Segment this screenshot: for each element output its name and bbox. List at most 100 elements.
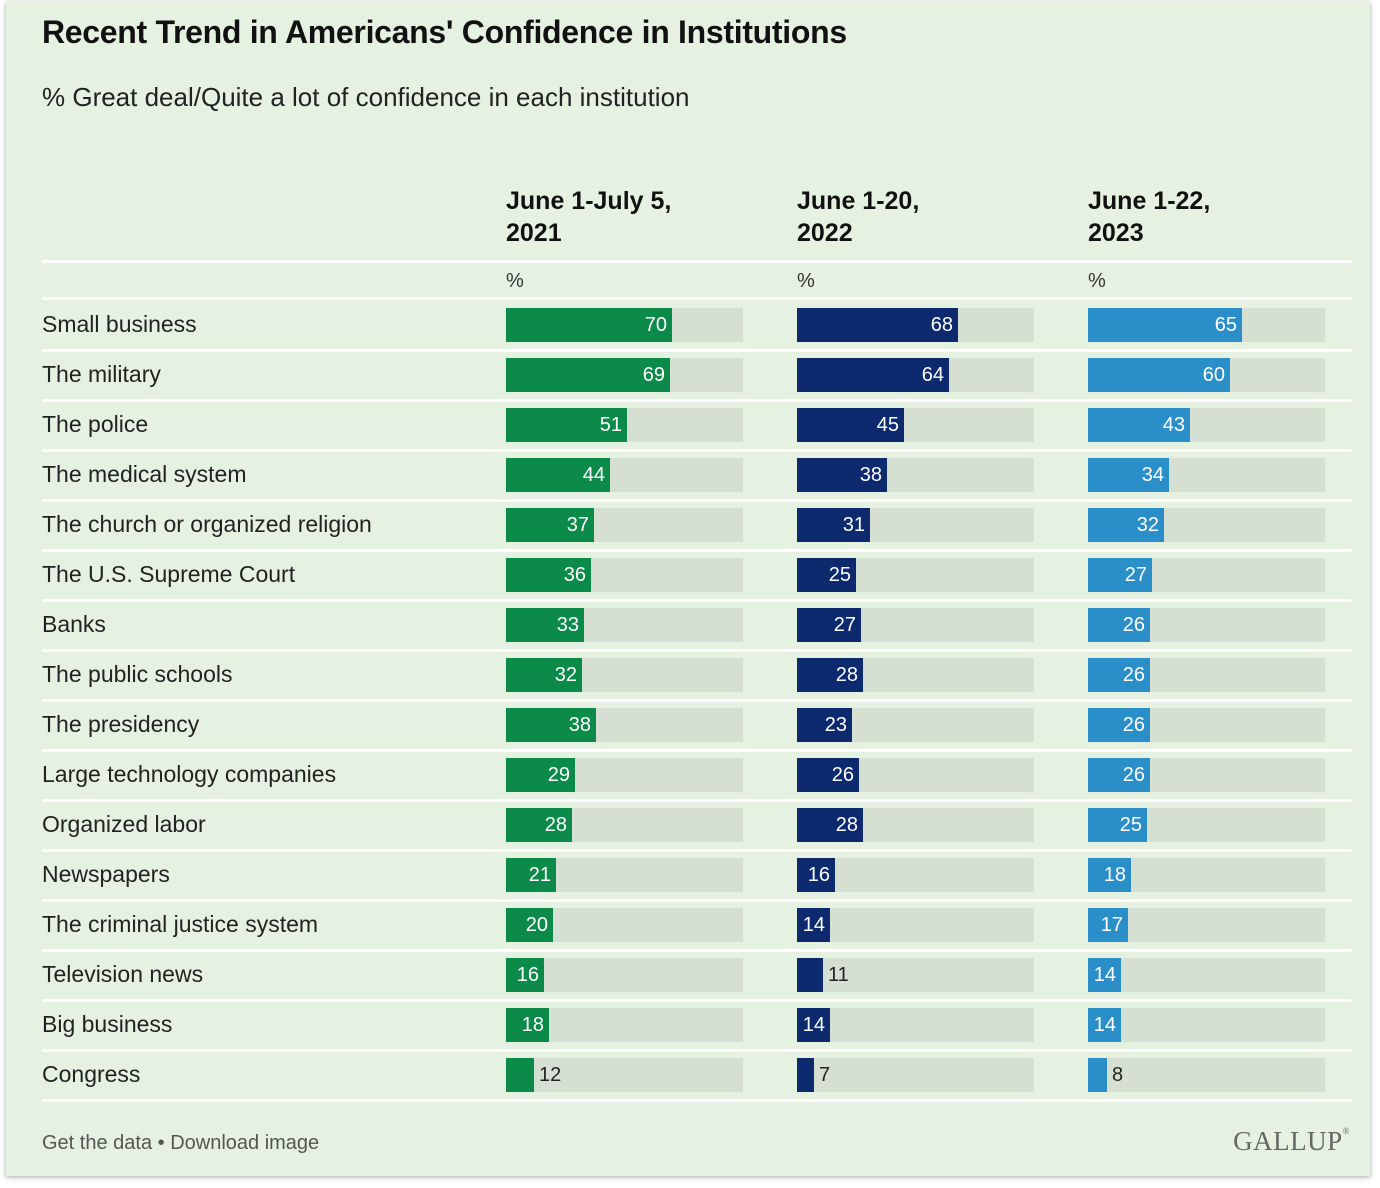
data-label-2022: 23 — [824, 714, 847, 736]
data-label-2021: 28 — [544, 814, 567, 836]
data-label-2022: 28 — [835, 664, 858, 686]
registered-mark: ® — [1342, 1126, 1350, 1136]
bar-track-2023 — [1088, 1008, 1325, 1042]
row-divider — [42, 399, 1352, 402]
bar-2023 — [1088, 358, 1230, 392]
unit-label-2023: % — [1088, 270, 1106, 292]
bar-2023 — [1088, 908, 1128, 942]
data-label-2022: 45 — [876, 414, 899, 436]
bar-2022 — [797, 908, 830, 942]
row-divider — [42, 949, 1352, 952]
row-divider — [42, 649, 1352, 652]
row-label: The public schools — [42, 661, 233, 687]
data-label-2023: 43 — [1162, 414, 1185, 436]
download-image-link[interactable]: Download image — [170, 1132, 320, 1154]
data-label-2021: 38 — [568, 714, 591, 736]
bar-2023 — [1088, 458, 1169, 492]
row-label: The presidency — [42, 711, 200, 737]
bar-track-2022 — [797, 1008, 1034, 1042]
bar-2021 — [506, 758, 575, 792]
data-label-2023: 27 — [1124, 564, 1147, 586]
bar-2021 — [506, 808, 572, 842]
data-label-2022: 64 — [921, 364, 944, 386]
bar-2023 — [1088, 958, 1121, 992]
chart-subtitle: % Great deal/Quite a lot of confidence i… — [42, 82, 690, 112]
bar-2023 — [1088, 708, 1150, 742]
row-divider — [42, 499, 1352, 502]
bar-2021 — [506, 858, 556, 892]
row-label: Newspapers — [42, 861, 170, 887]
bar-2021 — [506, 458, 610, 492]
data-label-2023: 14 — [1093, 964, 1116, 986]
bar-2022 — [797, 758, 859, 792]
data-label-2022: 11 — [828, 964, 849, 986]
data-label-2023: 26 — [1122, 614, 1145, 636]
header-divider — [42, 260, 1352, 263]
data-label-2023: 26 — [1122, 764, 1145, 786]
bar-track-2022 — [797, 908, 1034, 942]
row-divider — [42, 1099, 1352, 1102]
column-header-2021: June 1-July 5, 2021 — [506, 185, 756, 249]
data-label-2022: 68 — [930, 314, 953, 336]
column-header-2021-line1: June 1-July 5, — [506, 187, 672, 215]
bar-track-2022 — [797, 958, 1034, 992]
chart-title: Recent Trend in Americans' Confidence in… — [42, 14, 847, 50]
data-label-2023: 60 — [1202, 364, 1225, 386]
bar-2023 — [1088, 308, 1242, 342]
bar-track-2022 — [797, 1058, 1034, 1092]
bar-2023 — [1088, 408, 1190, 442]
row-divider — [42, 549, 1352, 552]
data-label-2021: 69 — [642, 364, 665, 386]
bar-2021 — [506, 1008, 549, 1042]
row-divider — [42, 1049, 1352, 1052]
data-label-2023: 34 — [1141, 464, 1164, 486]
bar-2022 — [797, 958, 823, 992]
unit-label-2021: % — [506, 270, 524, 292]
data-label-2021: 36 — [563, 564, 586, 586]
bar-2023 — [1088, 508, 1164, 542]
data-label-2021: 37 — [566, 514, 589, 536]
bar-2022 — [797, 458, 887, 492]
data-label-2022: 16 — [807, 864, 830, 886]
column-header-2022: June 1-20, 2022 — [797, 185, 1047, 249]
get-data-link[interactable]: Get the data — [42, 1132, 153, 1154]
row-label: Television news — [42, 961, 204, 987]
bar-2022 — [797, 858, 835, 892]
footer-separator: • — [152, 1132, 171, 1154]
data-label-2022: 38 — [859, 464, 882, 486]
data-label-2023: 25 — [1119, 814, 1142, 836]
bar-2023 — [1088, 758, 1150, 792]
gallup-logo-text: GALLUP — [1233, 1126, 1343, 1156]
row-label: Small business — [42, 311, 197, 337]
data-label-2021: 33 — [556, 614, 579, 636]
bar-2022 — [797, 358, 949, 392]
data-label-2023: 17 — [1100, 914, 1123, 936]
data-label-2022: 14 — [802, 1014, 825, 1036]
bar-2021 — [506, 308, 672, 342]
row-label: Congress — [42, 1061, 141, 1087]
data-label-2021: 70 — [644, 314, 667, 336]
bar-2021 — [506, 708, 596, 742]
gallup-logo: GALLUP® — [1233, 1126, 1350, 1157]
bar-2023 — [1088, 658, 1150, 692]
bar-2023 — [1088, 858, 1131, 892]
bar-2023 — [1088, 1008, 1121, 1042]
column-header-2022-line1: June 1-20, — [797, 187, 920, 215]
bar-2023 — [1088, 558, 1152, 592]
bar-track-2023 — [1088, 958, 1325, 992]
row-divider — [42, 349, 1352, 352]
data-label-2021: 12 — [539, 1064, 562, 1086]
bar-2022 — [797, 608, 861, 642]
row-label: The criminal justice system — [42, 911, 319, 937]
row-divider — [42, 799, 1352, 802]
data-label-2022: 7 — [819, 1064, 831, 1086]
row-label: The military — [42, 361, 161, 387]
data-label-2023: 8 — [1112, 1064, 1124, 1086]
row-divider — [42, 699, 1352, 702]
bar-2022 — [797, 1058, 814, 1092]
data-label-2023: 14 — [1093, 1014, 1116, 1036]
footer-links: Get the data • Download image — [42, 1132, 319, 1155]
row-label: Organized labor — [42, 811, 206, 837]
chart-card: Recent Trend in Americans' Confidence in… — [6, 2, 1370, 1176]
bar-2022 — [797, 658, 863, 692]
